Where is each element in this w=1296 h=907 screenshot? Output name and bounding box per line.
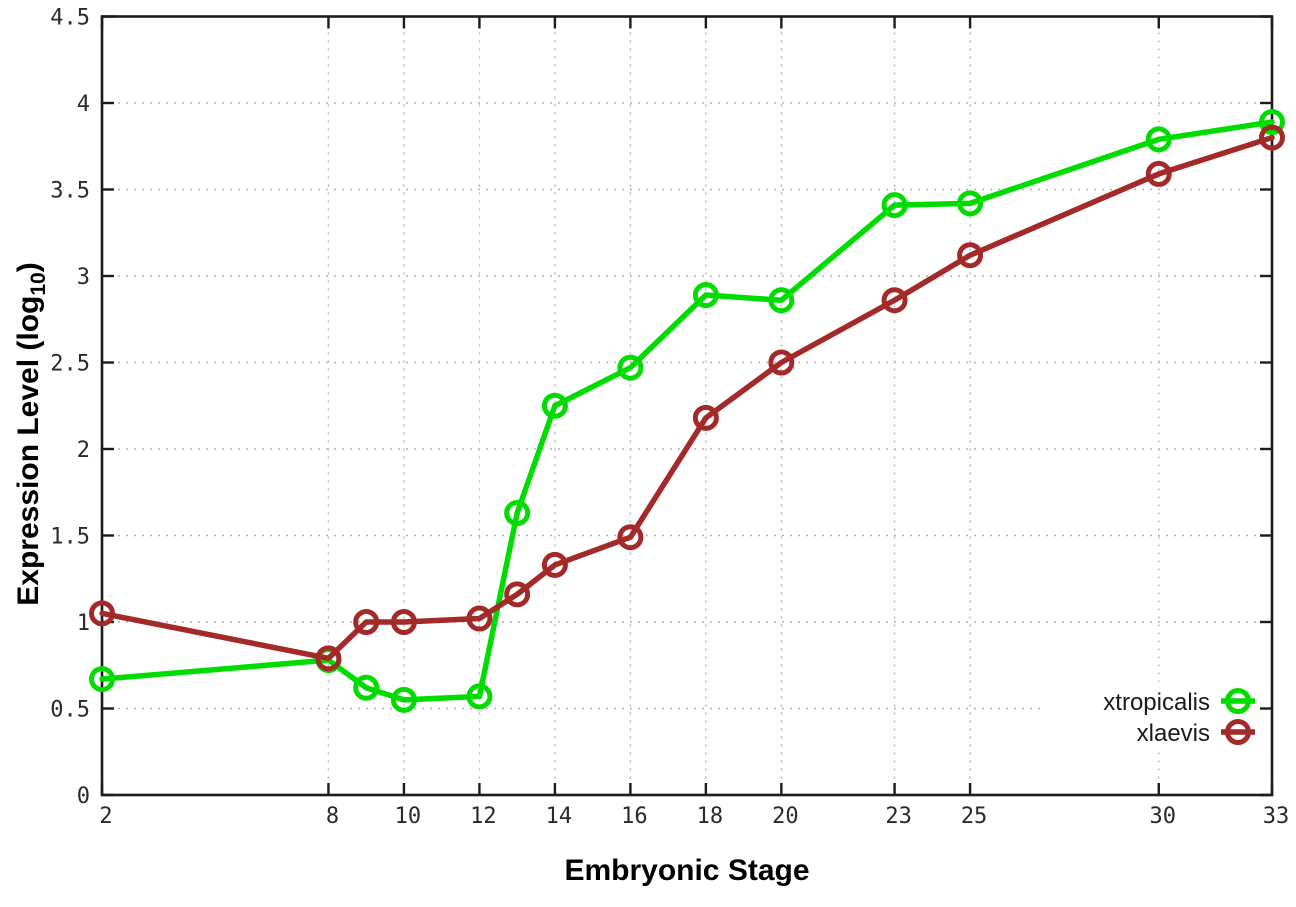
- series-line-xtropicalis: [99, 119, 1275, 703]
- x-tick-label: 20: [772, 804, 799, 829]
- data-point-xtropicalis: [768, 287, 795, 314]
- data-point-xlaevis: [692, 404, 719, 431]
- grid-layer: [102, 16, 1272, 795]
- data-point-xlaevis: [89, 600, 115, 627]
- legend-label: xtropicalis: [1103, 689, 1210, 716]
- x-tick-label: 30: [1150, 804, 1177, 829]
- data-point-xtropicalis: [617, 354, 644, 381]
- data-point-xtropicalis: [541, 392, 568, 419]
- x-tick-label: 33: [1263, 804, 1290, 829]
- axes-layer: [100, 15, 1274, 797]
- x-tick-label: 8: [326, 804, 339, 829]
- data-point-xlaevis: [617, 524, 644, 551]
- y-tick-label: 4.5: [50, 6, 90, 31]
- data-point-xlaevis: [390, 609, 417, 635]
- y-tick-label: 1: [77, 611, 90, 636]
- data-point-xlaevis: [466, 605, 493, 632]
- y-tick-label: 3.5: [50, 179, 90, 204]
- legend-label: xlaevis: [1137, 720, 1210, 747]
- data-point-xlaevis: [957, 242, 984, 269]
- data-point-xtropicalis: [1145, 126, 1172, 153]
- x-tick-label: 18: [697, 804, 724, 829]
- data-point-xlaevis: [768, 349, 795, 376]
- y-tick-label: 0.5: [50, 698, 90, 723]
- y-tick-label: 4: [77, 92, 90, 117]
- data-point-xtropicalis: [466, 683, 493, 710]
- data-point-xlaevis: [1259, 124, 1285, 151]
- legend: xtropicalis xlaevis: [1103, 688, 1255, 747]
- data-point-xtropicalis: [1259, 109, 1285, 136]
- plot-border: [100, 15, 1274, 797]
- legend-marker-icon: [1225, 688, 1251, 714]
- legend-item: xtropicalis: [1103, 688, 1255, 716]
- y-tick-label: 2.5: [50, 352, 90, 377]
- x-tick-label: 16: [621, 804, 648, 829]
- data-point-xtropicalis: [881, 192, 908, 219]
- data-point-xlaevis: [353, 609, 380, 635]
- x-tick-label: 25: [961, 804, 988, 829]
- legend-marker-icon: [1225, 719, 1251, 745]
- x-axis-title: Embryonic Stage: [564, 854, 809, 887]
- data-point-xlaevis: [541, 551, 568, 578]
- data-point-xtropicalis: [504, 500, 531, 527]
- data-point-xtropicalis: [390, 686, 417, 713]
- y-tick-label: 2: [77, 438, 90, 463]
- legend-item: xlaevis: [1137, 719, 1255, 747]
- data-point-xlaevis: [881, 287, 908, 314]
- x-tick-label: 14: [546, 804, 573, 829]
- data-point-xtropicalis: [353, 674, 380, 701]
- x-tick-label: 2: [99, 804, 112, 829]
- y-tick-label: 3: [77, 265, 90, 290]
- series-line-xlaevis: [99, 134, 1275, 662]
- x-tick-label: 10: [395, 804, 422, 829]
- series-layer: [89, 109, 1285, 713]
- y-axis-title: Expression Level (log10): [12, 262, 50, 605]
- tick-label-layer: 0 0.5 1 1.5 2 2.5 3 3.5 4 4.5 2 8 10 12 14 16 18 20 23 25 30…: [50, 6, 1289, 830]
- x-tick-label: 12: [470, 804, 497, 829]
- y-tick-label: 0: [77, 784, 90, 809]
- data-point-xtropicalis: [692, 282, 719, 309]
- data-point-xlaevis: [504, 581, 531, 608]
- y-tick-label: 1.5: [50, 525, 90, 550]
- x-tick-label: 23: [885, 804, 912, 829]
- data-point-xtropicalis: [957, 190, 984, 217]
- data-point-xlaevis: [1145, 160, 1172, 187]
- data-point-xlaevis: [315, 645, 342, 672]
- data-point-xtropicalis: [89, 666, 115, 693]
